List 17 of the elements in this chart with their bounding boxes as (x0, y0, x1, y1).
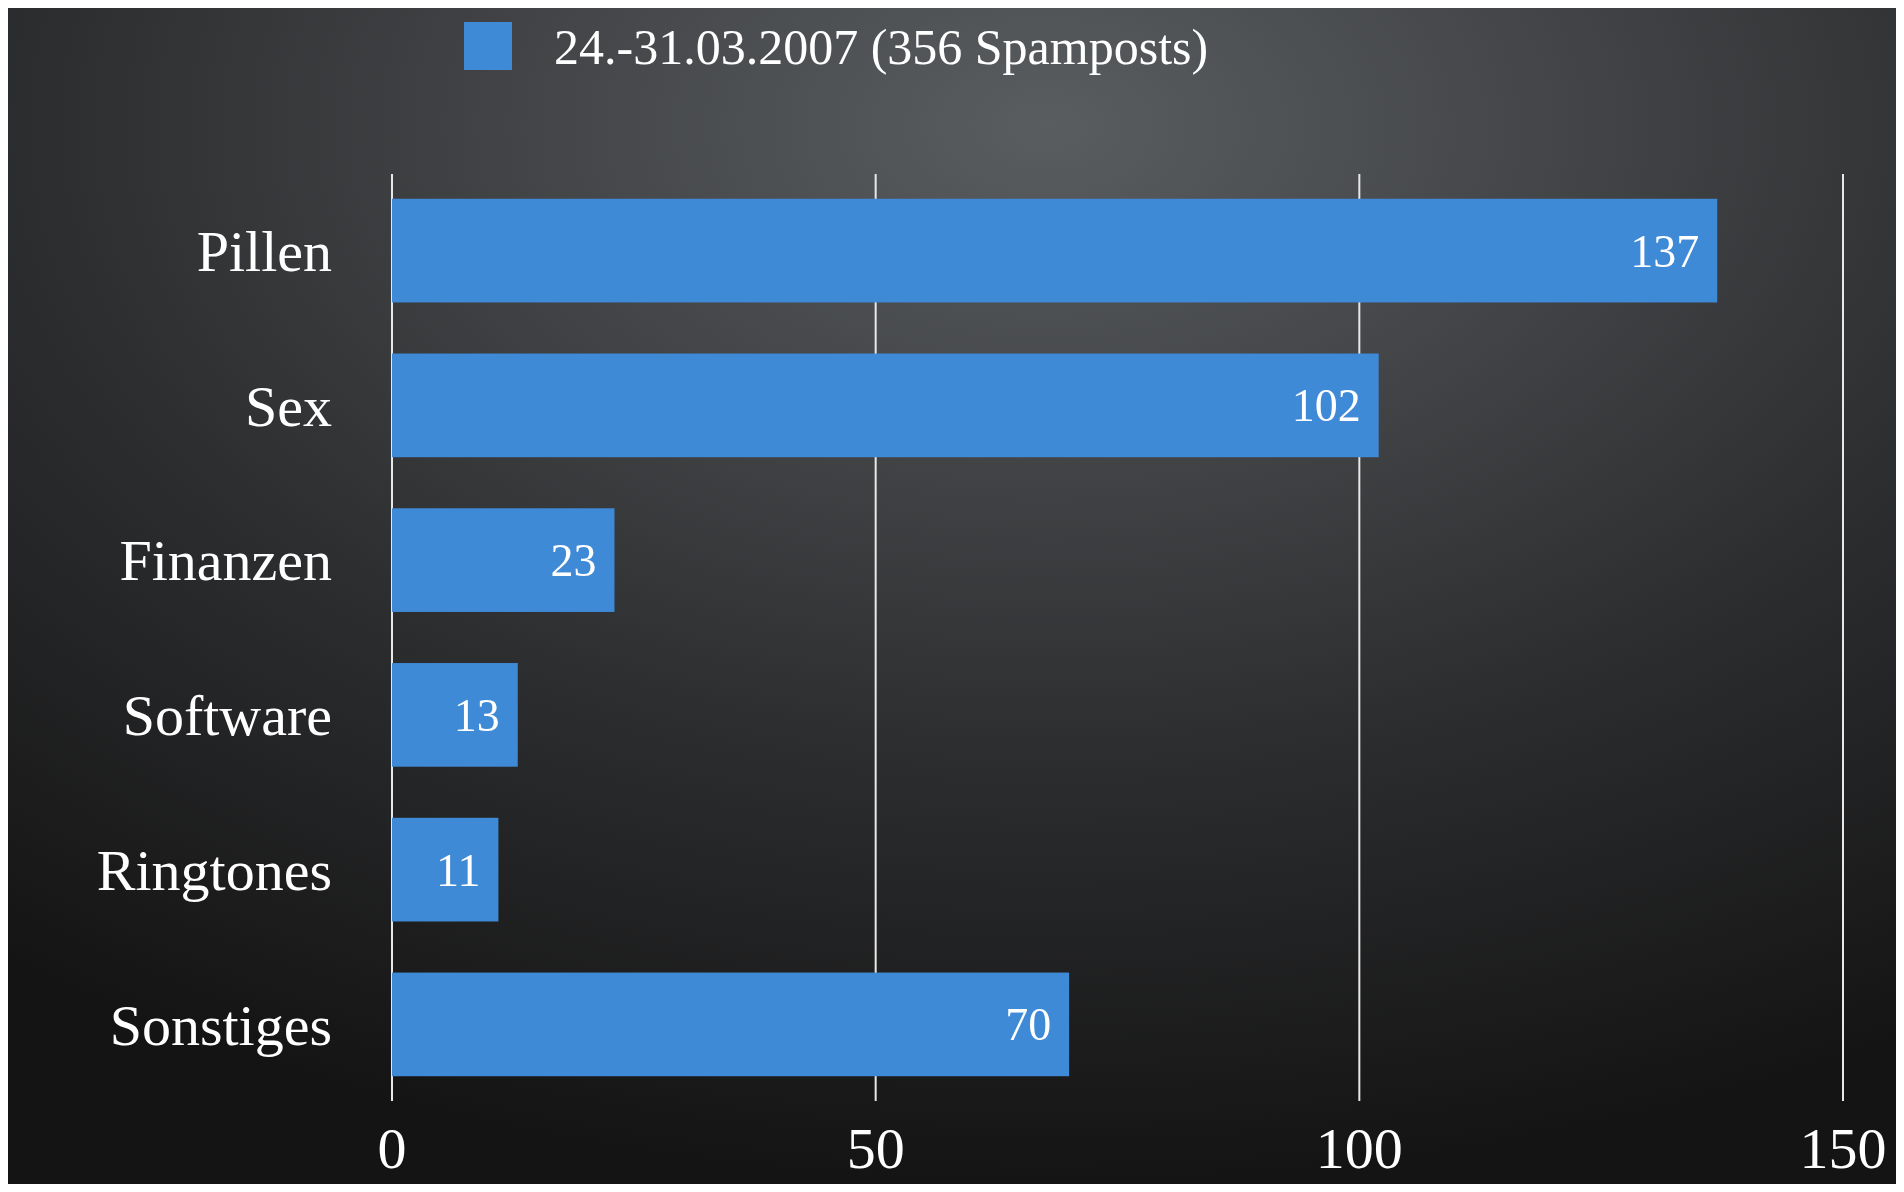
data-label: 70 (1005, 999, 1052, 1051)
legend-label: 24.-31.03.2007 (356 Spamposts) (554, 18, 1209, 75)
y-tick-label: Sonstiges (109, 992, 332, 1058)
y-tick-label: Ringtones (96, 837, 332, 903)
y-tick-label: Software (122, 683, 332, 749)
x-tick-label: 50 (846, 1116, 905, 1181)
data-label: 13 (453, 689, 500, 741)
y-tick-label: Sex (245, 373, 332, 439)
data-label: 102 (1291, 380, 1361, 432)
x-tick-label: 0 (377, 1116, 407, 1181)
data-label: 11 (436, 844, 481, 896)
y-tick-label: Pillen (196, 218, 332, 284)
data-label: 23 (550, 535, 597, 587)
x-tick-label: 150 (1799, 1116, 1887, 1181)
data-label: 137 (1630, 225, 1700, 277)
y-tick-label: Finanzen (119, 528, 332, 594)
x-tick-label: 100 (1315, 1116, 1403, 1181)
